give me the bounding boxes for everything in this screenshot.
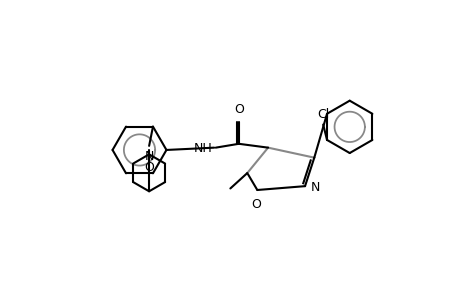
Text: N: N <box>310 181 319 194</box>
Text: O: O <box>233 103 243 116</box>
Text: N: N <box>144 150 153 163</box>
Text: Cl: Cl <box>316 109 329 122</box>
Text: O: O <box>250 198 260 211</box>
Text: NH: NH <box>194 142 212 155</box>
Text: O: O <box>144 160 154 173</box>
